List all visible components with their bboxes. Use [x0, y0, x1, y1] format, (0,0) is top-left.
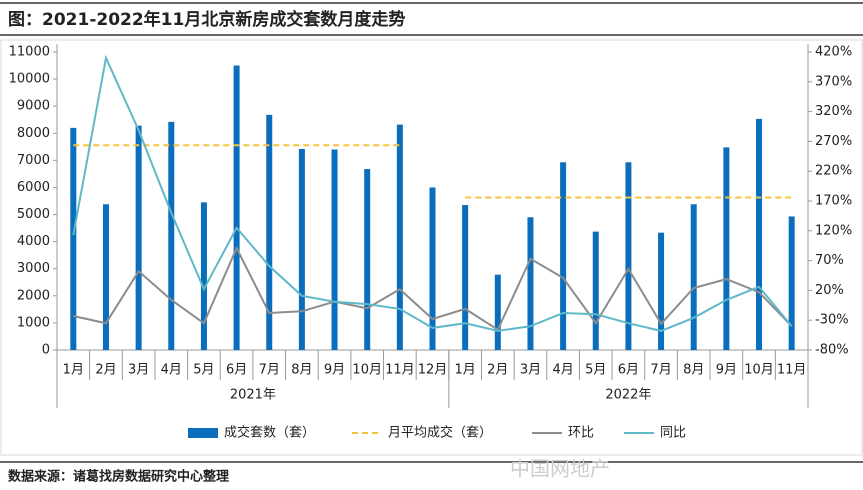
bar	[266, 114, 273, 350]
y2-tick-label: 170%	[815, 194, 852, 209]
legend-swatch	[188, 428, 218, 438]
bar	[494, 274, 501, 350]
x-tick-label: 7月	[259, 363, 280, 378]
legend-label: 月平均成交（套）	[388, 425, 492, 441]
bar	[102, 204, 109, 350]
y2-tick-label: 220%	[815, 164, 852, 179]
y2-tick-label: -30%	[815, 313, 849, 328]
x-tick-label: 2月	[487, 363, 508, 378]
bar	[560, 162, 567, 350]
x-tick-label: 10月	[352, 363, 382, 378]
y-tick-label: 4000	[17, 234, 50, 249]
legend-label: 成交套数（套）	[224, 425, 315, 441]
legend-label: 同比	[660, 426, 686, 441]
x-tick-label: 1月	[63, 363, 84, 378]
x-tick-label: 6月	[226, 363, 247, 378]
legend-label: 环比	[568, 426, 594, 441]
y-tick-label: 0	[42, 343, 50, 358]
bar	[364, 169, 371, 350]
y-tick-label: 8000	[17, 126, 50, 141]
x-tick-label: 9月	[324, 363, 345, 378]
x-tick-label: 3月	[128, 363, 149, 378]
y2-tick-label: -80%	[815, 343, 849, 358]
x-tick-label: 10月	[744, 363, 774, 378]
y-tick-label: 2000	[17, 288, 50, 303]
x-tick-label: 6月	[618, 363, 639, 378]
bar	[723, 147, 730, 350]
line	[72, 54, 793, 332]
x-tick-label: 11月	[777, 363, 807, 378]
bar	[429, 187, 436, 350]
x-tick-label: 5月	[585, 363, 606, 378]
y2-tick-label: 420%	[815, 45, 852, 60]
y2-tick-label: 70%	[815, 253, 844, 268]
x-tick-label: 1月	[455, 363, 476, 378]
y-tick-label: 11000	[9, 45, 50, 60]
y-tick-label: 7000	[17, 153, 50, 168]
bar	[462, 205, 469, 350]
y-tick-label: 5000	[17, 207, 50, 222]
y-tick-label: 1000	[17, 315, 50, 330]
x-tick-label: 5月	[193, 363, 214, 378]
x-tick-label: 4月	[161, 363, 182, 378]
bar	[592, 231, 599, 350]
line	[73, 245, 793, 332]
x-tick-label: 11月	[385, 363, 415, 378]
y-tick-label: 6000	[17, 180, 50, 195]
x-tick-label: 8月	[683, 363, 704, 378]
x-tick-label: 8月	[291, 363, 312, 378]
x-tick-label: 4月	[552, 363, 573, 378]
x-tick-label: 9月	[716, 363, 737, 378]
group-label: 2022年	[605, 388, 651, 403]
y2-tick-label: 270%	[815, 134, 852, 149]
y2-tick-label: 120%	[815, 223, 852, 238]
x-tick-label: 2月	[95, 363, 116, 378]
y-tick-label: 3000	[17, 261, 50, 276]
y2-tick-label: 370%	[815, 74, 852, 89]
x-tick-label: 7月	[650, 363, 671, 378]
y2-tick-label: 320%	[815, 104, 852, 119]
y-tick-label: 10000	[9, 72, 50, 87]
bar	[168, 121, 175, 350]
y2-tick-label: 20%	[815, 283, 844, 298]
bar	[70, 127, 77, 350]
bar	[756, 118, 763, 350]
x-tick-label: 3月	[520, 363, 541, 378]
chart-frame	[0, 39, 863, 456]
y-tick-label: 9000	[17, 99, 50, 114]
chart-title: 图：2021-2022年11月北京新房成交套数月度走势	[8, 9, 405, 30]
bar	[396, 124, 403, 350]
bar	[658, 232, 665, 350]
bar	[788, 216, 795, 350]
bar	[527, 217, 534, 350]
average-line	[73, 144, 792, 199]
bar	[690, 204, 697, 350]
source: 数据来源：诸葛找房数据研究中心整理	[8, 469, 229, 485]
bar	[298, 148, 305, 350]
bar	[200, 202, 207, 350]
watermark: 中国网地产	[510, 457, 610, 481]
bar	[625, 162, 632, 350]
bar	[331, 149, 338, 350]
bar	[135, 125, 142, 350]
group-label: 2021年	[230, 388, 276, 403]
bar	[233, 65, 240, 350]
x-tick-label: 12月	[418, 363, 448, 378]
